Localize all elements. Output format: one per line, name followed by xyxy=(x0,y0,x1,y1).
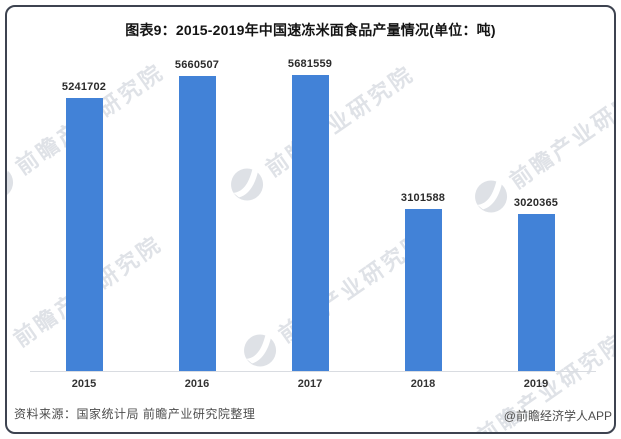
value-label-2019: 3020365 xyxy=(513,197,559,209)
bar-2019 xyxy=(517,214,555,371)
qianzhan-logo-icon xyxy=(244,331,277,367)
qianzhan-logo-icon xyxy=(7,163,14,199)
value-label-2016: 5660507 xyxy=(174,59,220,71)
x-tick-2019: 2019 xyxy=(523,378,549,390)
source-note: 资料来源：国家统计局 前瞻产业研究院整理 xyxy=(14,407,256,421)
credit-note: @前瞻经济学人APP xyxy=(503,409,612,423)
watermark-text: 前瞻产业研究院 xyxy=(505,72,616,194)
bar-2015 xyxy=(65,98,103,371)
bar-2016 xyxy=(178,76,216,371)
x-tick-2018: 2018 xyxy=(410,378,436,390)
value-label-2015: 5241702 xyxy=(61,81,107,93)
watermark-text: 前瞻产业研究院 xyxy=(261,60,419,182)
value-label-2018: 3101588 xyxy=(400,192,446,204)
x-tick-2015: 2015 xyxy=(71,378,97,390)
chart-title: 图表9：2015-2019年中国速冻米面食品产量情况(单位：吨) xyxy=(125,22,496,38)
x-tick-2016: 2016 xyxy=(184,378,210,390)
bar-2018 xyxy=(404,209,442,371)
x-axis-line xyxy=(30,371,596,372)
x-tick-2017: 2017 xyxy=(297,378,323,390)
chart-frame: 前瞻产业研究院前瞻产业研究院前瞻产业研究院前瞻产业研究院前瞻产业研究院前瞻产业研… xyxy=(5,5,616,434)
value-label-2017: 5681559 xyxy=(287,58,333,70)
bar-2017 xyxy=(291,75,329,371)
qianzhan-logo-icon xyxy=(231,165,264,201)
